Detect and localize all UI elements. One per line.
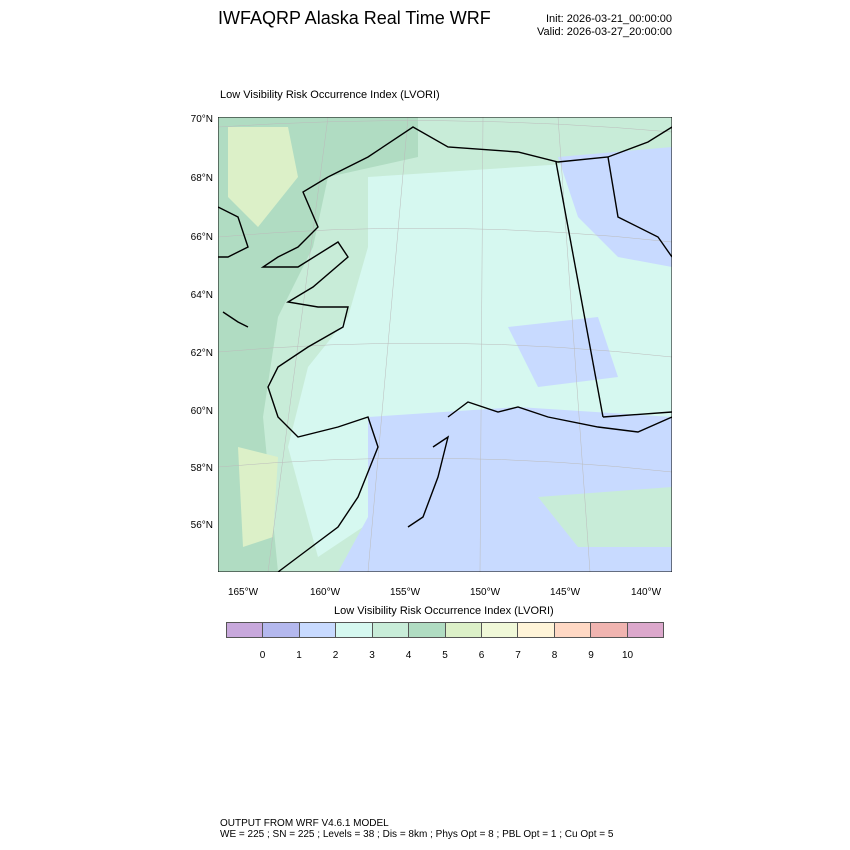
colorbar-swatch bbox=[445, 623, 482, 637]
map-panel bbox=[218, 117, 672, 572]
colorbar-swatch bbox=[481, 623, 519, 637]
lon-tick-label: 165°W bbox=[227, 587, 259, 598]
lon-tick-label: 155°W bbox=[389, 587, 421, 598]
colorbar-title: Low Visibility Risk Occurrence Index (LV… bbox=[334, 605, 554, 617]
colorbar-label: 7 bbox=[515, 650, 521, 661]
colorbar-swatch bbox=[627, 623, 664, 637]
map-region-level6-sw bbox=[238, 447, 278, 547]
map-region-level6-west bbox=[228, 127, 298, 227]
lat-tick-label: 62°N bbox=[190, 348, 213, 359]
colorbar-swatch bbox=[372, 623, 410, 637]
colorbar-swatch bbox=[409, 623, 446, 637]
map-region-level5-west bbox=[218, 117, 418, 572]
lat-tick-label: 66°N bbox=[190, 232, 213, 243]
colorbar-swatch bbox=[591, 623, 628, 637]
plot-title: IWFAQRP Alaska Real Time WRF bbox=[218, 8, 491, 28]
lon-tick-label: 145°W bbox=[549, 587, 581, 598]
lat-tick-label: 60°N bbox=[190, 406, 213, 417]
lat-tick-label: 56°N bbox=[190, 520, 213, 531]
footer-config: WE = 225 ; SN = 225 ; Levels = 38 ; Dis … bbox=[220, 829, 614, 840]
colorbar-label: 10 bbox=[621, 650, 634, 661]
colorbar-label: 4 bbox=[405, 650, 412, 661]
coastlines bbox=[218, 126, 672, 572]
init-time: Init: 2026-03-21_00:00:00 bbox=[546, 13, 672, 25]
lat-tick-label: 64°N bbox=[190, 290, 213, 301]
footer-model: OUTPUT FROM WRF V4.6.1 MODEL bbox=[220, 818, 389, 829]
colorbar-label: 0 bbox=[259, 650, 266, 661]
colorbar-label: 1 bbox=[296, 650, 302, 661]
lat-tick-label: 68°N bbox=[190, 173, 213, 184]
map-region-level2-south bbox=[338, 407, 672, 572]
colorbar-swatch bbox=[263, 623, 300, 637]
lat-tick-label: 70°N bbox=[190, 114, 213, 125]
borders bbox=[555, 156, 672, 418]
colorbar-label: 2 bbox=[332, 650, 339, 661]
field-title: Low Visibility Risk Occurrence Index (LV… bbox=[220, 89, 440, 101]
colorbar-label: 5 bbox=[442, 650, 448, 661]
colorbar-label: 9 bbox=[588, 650, 594, 661]
colorbar-swatch bbox=[336, 623, 373, 637]
colorbar-swatch bbox=[227, 623, 264, 637]
graticule bbox=[218, 117, 672, 572]
lon-tick-label: 140°W bbox=[630, 587, 662, 598]
colorbar-label: 6 bbox=[478, 650, 485, 661]
colorbar bbox=[226, 622, 664, 638]
map-region-level2-interior bbox=[508, 317, 618, 387]
lat-tick-label: 58°N bbox=[190, 463, 213, 474]
lon-tick-label: 160°W bbox=[309, 587, 341, 598]
colorbar-swatch bbox=[518, 623, 555, 637]
valid-time: Valid: 2026-03-27_20:00:00 bbox=[537, 26, 672, 38]
map-region-level4-gulf bbox=[538, 487, 672, 547]
map-region-level2-northeast bbox=[558, 147, 672, 267]
colorbar-label: 8 bbox=[551, 650, 558, 661]
colorbar-label: 3 bbox=[369, 650, 375, 661]
colorbar-swatch bbox=[554, 623, 592, 637]
colorbar-swatch bbox=[299, 623, 337, 637]
lon-tick-label: 150°W bbox=[469, 587, 501, 598]
